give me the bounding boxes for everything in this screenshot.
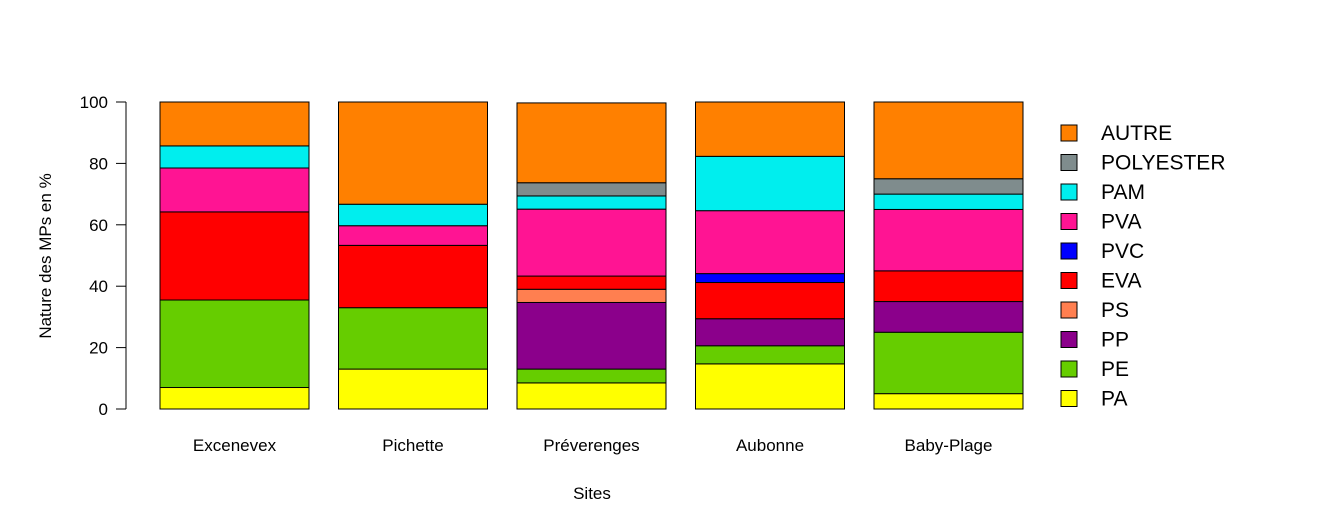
bar-segment bbox=[873, 331, 1024, 395]
y-axis: 0 20 40 60 80 100 bbox=[80, 93, 127, 419]
legend-label: PA bbox=[1101, 388, 1127, 411]
legend-swatch bbox=[1060, 154, 1078, 171]
x-tick-label: Baby-Plage bbox=[905, 436, 993, 455]
bars bbox=[159, 101, 1024, 410]
bar-segment bbox=[338, 225, 488, 246]
legend-label: PAM bbox=[1101, 181, 1145, 204]
legend-swatch bbox=[1060, 213, 1078, 230]
legend-label: PP bbox=[1101, 329, 1129, 352]
y-tick-label: 60 bbox=[89, 216, 108, 235]
bar-segment bbox=[159, 299, 310, 389]
bar-segment bbox=[695, 155, 845, 212]
bar-segment bbox=[873, 393, 1024, 410]
legend-label: PVC bbox=[1101, 240, 1144, 263]
legend-label: AUTRE bbox=[1101, 122, 1172, 145]
bar-segment bbox=[873, 101, 1024, 180]
bar-segment bbox=[516, 102, 667, 184]
y-tick-label: 80 bbox=[89, 154, 108, 173]
legend-swatch bbox=[1060, 390, 1078, 407]
legend-label: PS bbox=[1101, 299, 1129, 322]
bar-segment bbox=[516, 195, 667, 210]
bar-segment bbox=[338, 101, 488, 205]
bar-segment bbox=[516, 301, 667, 370]
bar-segment bbox=[695, 318, 845, 347]
x-tick-label: Préverenges bbox=[543, 436, 639, 455]
bar-segment bbox=[159, 387, 310, 410]
bar-segment bbox=[338, 368, 488, 410]
bar-segment bbox=[159, 167, 310, 213]
legend-swatch bbox=[1060, 331, 1078, 348]
legend-swatch bbox=[1060, 272, 1078, 289]
bar-segment bbox=[873, 301, 1024, 333]
bar-segment bbox=[695, 363, 845, 410]
legend-label: EVA bbox=[1101, 270, 1141, 293]
bar-segment bbox=[873, 193, 1024, 210]
bar-segment bbox=[516, 275, 667, 290]
legend-swatch bbox=[1060, 242, 1078, 260]
y-tick-label: 20 bbox=[89, 339, 108, 358]
x-tick-label: Aubonne bbox=[736, 436, 804, 455]
bar-segment bbox=[873, 270, 1024, 303]
y-axis-title: Nature des MPs en % bbox=[36, 173, 55, 338]
bar-segment bbox=[516, 182, 667, 197]
y-tick-label: 100 bbox=[80, 93, 108, 112]
bar-segment bbox=[516, 382, 667, 410]
bar-segment bbox=[159, 145, 310, 169]
bar-segment bbox=[159, 211, 310, 301]
bar-segment bbox=[695, 210, 845, 275]
bar-segment bbox=[338, 203, 488, 227]
legend-label: PE bbox=[1101, 358, 1129, 381]
legend-swatch bbox=[1060, 124, 1078, 142]
bar-segment bbox=[873, 178, 1024, 195]
legend-swatch bbox=[1060, 183, 1078, 201]
bar-segment bbox=[695, 282, 845, 320]
bar-segment bbox=[516, 288, 667, 303]
legend-label: PVA bbox=[1101, 211, 1141, 234]
x-axis-title: Sites bbox=[573, 484, 611, 503]
bar-segment bbox=[159, 101, 310, 147]
legend-swatch bbox=[1060, 360, 1078, 378]
bar-segment bbox=[338, 307, 488, 370]
bar-segment bbox=[516, 208, 667, 277]
legend-label: POLYESTER bbox=[1101, 152, 1225, 175]
x-tick-label: Pichette bbox=[382, 436, 443, 455]
bar-segment bbox=[695, 345, 845, 365]
legend-swatch bbox=[1060, 301, 1078, 319]
y-tick-label: 0 bbox=[99, 400, 108, 419]
y-tick-label: 40 bbox=[89, 277, 108, 296]
bar-segment bbox=[695, 101, 845, 157]
x-tick-label: Excenevex bbox=[193, 436, 277, 455]
bar-segment bbox=[516, 368, 667, 384]
bar-segment bbox=[338, 244, 488, 309]
bar-segment bbox=[873, 208, 1024, 272]
bar-segment bbox=[695, 273, 845, 284]
legend: AUTRE POLYESTER PAM PVA PVC EVA PS PP PE PA bbox=[1060, 122, 1225, 411]
x-axis-labels: Excenevex Pichette Préverenges Aubonne Baby-… bbox=[193, 436, 993, 455]
